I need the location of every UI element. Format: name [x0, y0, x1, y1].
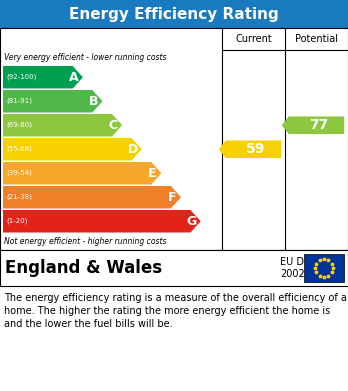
Polygon shape [3, 66, 83, 88]
Text: (69-80): (69-80) [6, 122, 32, 129]
Text: G: G [187, 215, 197, 228]
Text: (21-38): (21-38) [6, 194, 32, 201]
Text: A: A [69, 71, 79, 84]
Text: EU Directive: EU Directive [280, 257, 340, 267]
Text: B: B [89, 95, 98, 108]
Bar [304, 254, 344, 282]
Text: F: F [168, 191, 176, 204]
Text: E: E [148, 167, 157, 180]
Bar [0, 28, 348, 250]
Text: (39-54): (39-54) [6, 170, 32, 176]
Polygon shape [219, 140, 281, 158]
Polygon shape [3, 138, 142, 160]
Text: C: C [109, 119, 118, 132]
Text: D: D [127, 143, 138, 156]
Text: Very energy efficient - lower running costs: Very energy efficient - lower running co… [4, 54, 166, 63]
Polygon shape [3, 162, 161, 185]
Text: (1-20): (1-20) [6, 218, 27, 224]
Text: (55-68): (55-68) [6, 146, 32, 152]
Text: Not energy efficient - higher running costs: Not energy efficient - higher running co… [4, 237, 166, 246]
Text: (81-91): (81-91) [6, 98, 32, 104]
Text: England & Wales: England & Wales [5, 259, 162, 277]
Bar [0, 0, 348, 28]
Text: Potential: Potential [295, 34, 338, 44]
Text: 2002/91/EC: 2002/91/EC [280, 269, 337, 279]
Text: (92-100): (92-100) [6, 74, 37, 81]
Polygon shape [3, 210, 200, 233]
Bar [0, 250, 348, 286]
Text: 77: 77 [309, 118, 328, 132]
Text: The energy efficiency rating is a measure of the overall efficiency of a home. T: The energy efficiency rating is a measur… [4, 293, 347, 329]
Text: Energy Efficiency Rating: Energy Efficiency Rating [69, 7, 279, 22]
Text: Current: Current [235, 34, 272, 44]
Polygon shape [3, 90, 103, 113]
Polygon shape [282, 117, 344, 134]
Polygon shape [3, 114, 122, 136]
Text: 59: 59 [246, 142, 265, 156]
Polygon shape [3, 186, 181, 208]
